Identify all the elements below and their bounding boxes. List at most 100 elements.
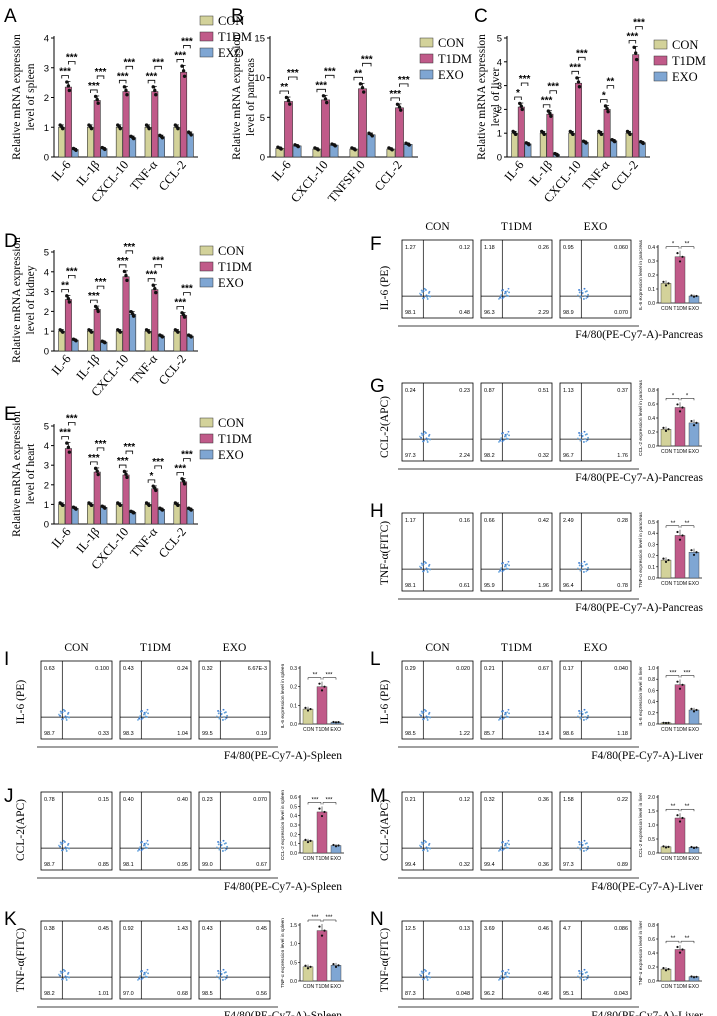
quadrant-value: 0.67 [256, 862, 267, 868]
data-point [93, 466, 98, 471]
event-dot [146, 976, 148, 978]
quadrant-value: 2.49 [563, 518, 574, 524]
bar-t1dm [284, 101, 293, 158]
flow-x-axis-label: F4/80(PE-Cy7-A)-Liver [591, 1010, 703, 1016]
significance-bracket [362, 62, 372, 67]
mini-x-tick-labels: CON T1DM EXO [661, 856, 699, 862]
quadrant-value: 0.78 [44, 797, 55, 803]
quadrant-value: 0.46 [538, 991, 549, 997]
mini-significance-label: *** [683, 671, 691, 677]
x-tick-label: IL-6 [49, 158, 74, 184]
significance-label: *** [576, 48, 588, 59]
bar-con [115, 126, 123, 158]
mini-y-tick-label: 0.4 [290, 814, 297, 820]
data-point [612, 138, 616, 143]
mini-y-tick-label: 2.0 [648, 795, 655, 801]
significance-bracket [147, 79, 156, 84]
quadrant-value: 0.92 [123, 926, 134, 932]
data-point [627, 131, 631, 135]
quadrant-value: 0.68 [177, 991, 188, 997]
x-tick-label: TNF-α [580, 158, 613, 194]
mini-data-point [678, 538, 682, 541]
mini-data-point [695, 975, 698, 978]
event-dot [580, 716, 582, 719]
event-dot [421, 291, 424, 294]
quadrant-value: 0.95 [177, 862, 188, 868]
event-dot [143, 713, 145, 716]
significance-label: *** [146, 270, 158, 281]
event-dot [68, 847, 70, 850]
event-dot [59, 710, 62, 713]
event-dot [498, 571, 500, 573]
data-point [406, 142, 410, 146]
data-point [526, 141, 530, 146]
event-dot [60, 712, 63, 715]
event-dot [508, 843, 510, 846]
event-dot [419, 844, 421, 847]
bar-con [58, 330, 66, 352]
data-point [554, 152, 559, 157]
mini-data-point [681, 534, 684, 537]
flow-group-title: EXO [223, 642, 247, 654]
legend-swatch [199, 245, 214, 256]
event-dot [216, 975, 218, 978]
data-point [603, 104, 608, 108]
y-axis-label: level of liver [490, 67, 502, 126]
data-point [512, 131, 517, 135]
flow-y-axis-label: IL-6 (PE) [15, 680, 27, 725]
significance-bracket [61, 289, 69, 293]
data-point [358, 82, 363, 86]
significance-label: *** [95, 277, 107, 288]
significance-bracket [68, 422, 76, 426]
y-tick-label: 4 [44, 34, 49, 45]
quadrant-value: 0.61 [459, 583, 470, 589]
mini-y-tick-label: 0.2 [648, 430, 655, 436]
data-point [180, 64, 184, 68]
event-dot [65, 717, 67, 720]
mini-data-point [332, 720, 335, 724]
bar-t1dm [93, 309, 101, 352]
legend-swatch [653, 55, 668, 66]
data-point [577, 85, 582, 89]
flow-x-axis-label: F4/80(PE-Cy7-A)-Spleen [224, 881, 342, 893]
legend-swatch [199, 15, 214, 26]
data-point [278, 146, 282, 150]
event-dot [222, 850, 224, 852]
event-dot [578, 843, 581, 846]
flow-plot-frame [480, 512, 553, 592]
event-dot [427, 438, 430, 440]
event-dot [581, 973, 584, 975]
significance-bracket [125, 450, 134, 455]
mini-data-point [695, 846, 698, 849]
event-dot [501, 440, 504, 443]
significance-bracket [288, 76, 298, 81]
quadrant-value: 99.0 [202, 862, 213, 868]
mini-y-tick-label: 0.3 [648, 259, 655, 265]
event-dot [420, 566, 422, 569]
mini-significance-label: ** [685, 804, 690, 810]
bar-t1dm [180, 315, 188, 352]
event-dot [507, 438, 509, 440]
quadrant-value: 1.13 [563, 388, 574, 394]
legend-label: CON [218, 244, 244, 258]
event-dot [61, 842, 64, 845]
flow-x-axis-label: F4/80(PE-Cy7-A)-Pancreas [575, 472, 703, 484]
quadrant-value: 0.32 [202, 666, 213, 672]
event-dot [421, 843, 424, 846]
event-dot [429, 568, 431, 571]
quadrant-value: 0.42 [538, 518, 549, 524]
significance-label: *** [315, 80, 327, 91]
quadrant-value: 0.21 [405, 797, 416, 803]
event-dot [499, 848, 501, 851]
data-point [360, 85, 365, 90]
quadrant-value: 0.100 [95, 666, 109, 672]
y-axis-label: Relative mRNA expression [11, 411, 23, 537]
event-dot [217, 710, 220, 712]
legend-label: CON [218, 416, 244, 430]
flow-plot-frame [198, 660, 271, 740]
significance-label: *** [541, 96, 553, 107]
quadrant-value: 0.17 [563, 666, 574, 672]
y-axis-label: level of kidney [25, 265, 37, 334]
